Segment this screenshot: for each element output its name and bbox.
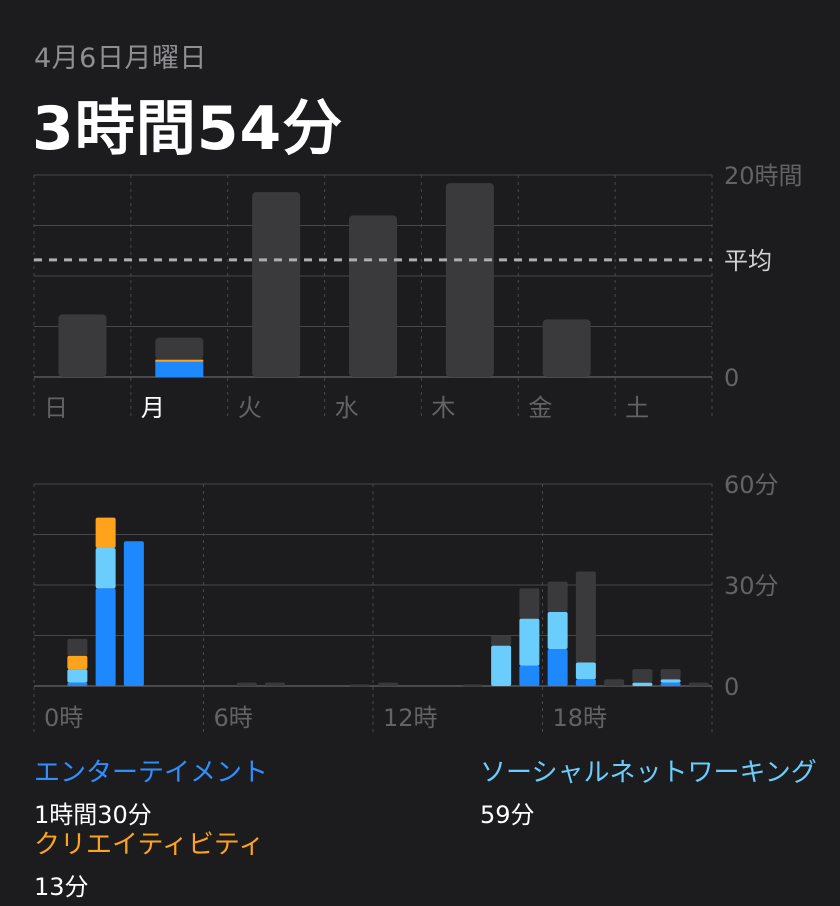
weekly-bar-segment-creativity: [155, 359, 204, 362]
hourly-bar-segment-social: [575, 662, 596, 680]
date-label: 4月6日月曜日: [34, 43, 207, 74]
hourly-bar-segment-social: [547, 611, 568, 649]
weekly-bar: [349, 215, 397, 377]
hourly-bar-segment-other: [349, 684, 370, 687]
weekly-bar: [542, 319, 591, 377]
hourly-bar-segment-other: [604, 679, 625, 686]
legend-creativity-label: クリエイティビティ: [34, 830, 265, 860]
legend-entertainment[interactable]: エンターテイメント 1時間30分: [34, 752, 268, 830]
legend-creativity[interactable]: クリエイティビティ 13分: [34, 824, 264, 902]
hourly-bar-segment-other: [378, 682, 399, 686]
hourly-bar-segment-entertainment: [95, 588, 116, 686]
legend-creativity-value: 13分: [34, 873, 89, 901]
weekly-bar-segment-entertainment: [155, 361, 204, 377]
hourly-bar-segment-entertainment: [547, 648, 568, 686]
hourly-bar-segment-other: [265, 682, 286, 686]
hourly-bar-segment-entertainment: [575, 679, 596, 686]
hourly-y-tick-label: 0: [724, 673, 739, 701]
hourly-x-tick-label: 0時: [44, 704, 83, 732]
hourly-bar-segment-social: [660, 679, 681, 683]
hourly-bar-segment-social: [519, 618, 540, 666]
hourly-bar-segment-other: [236, 682, 257, 686]
hourly-x-tick-label: 18時: [553, 704, 608, 732]
hourly-bar-segment-other: [660, 669, 681, 680]
hourly-bar-segment-other: [688, 682, 709, 686]
hourly-bar-segment-other: [547, 581, 568, 612]
weekly-bar: [58, 314, 107, 377]
weekly-bar: [252, 192, 301, 377]
legend-social-value: 59分: [480, 801, 535, 829]
weekly-day-label: 金: [528, 394, 552, 422]
hourly-bar-segment-social: [67, 669, 88, 683]
weekly-y-tick-label: 0: [724, 364, 739, 392]
weekly-day-label: 木: [431, 394, 455, 422]
weekly-y-tick-label: 20時間: [724, 162, 803, 190]
hourly-bar-segment-entertainment: [519, 665, 540, 686]
hourly-bar-segment-other: [67, 638, 88, 656]
hourly-bar-segment-other: [462, 684, 483, 687]
hourly-bar-segment-creativity: [67, 655, 88, 670]
weekly-usage-chart[interactable]: 日 月 火 水 木 金 土 平均 20時間 0: [0, 0, 840, 430]
hourly-bar-segment-entertainment: [67, 682, 88, 686]
legend-social[interactable]: ソーシャルネットワーキング 59分: [480, 752, 817, 830]
hourly-y-tick-label: 30分: [724, 572, 779, 600]
weekly-bar-segment-other: [155, 337, 204, 360]
weekly-day-label: 土: [625, 394, 649, 422]
hourly-usage-chart[interactable]: 60分 30分 0 0時 6時 12時 18時: [0, 0, 840, 740]
weekly-day-label: 火: [238, 394, 262, 422]
hourly-x-tick-label: 12時: [383, 704, 438, 732]
legend-entertainment-label: エンターテイメント: [34, 758, 269, 788]
weekly-bar: [445, 183, 494, 377]
hourly-bar-segment-entertainment: [660, 682, 681, 686]
hourly-bar-segment-creativity: [95, 517, 116, 548]
hourly-y-tick-label: 60分: [724, 471, 779, 499]
legend-social-label: ソーシャルネットワーキング: [480, 758, 817, 788]
hourly-bar-segment-social: [491, 645, 512, 686]
hourly-bar-segment-other: [575, 571, 596, 663]
hourly-bar-segment-entertainment: [123, 541, 144, 686]
weekly-day-label: 月: [141, 394, 165, 422]
hourly-bar-segment-social: [95, 547, 116, 589]
weekly-day-label: 日: [44, 394, 68, 422]
hourly-bar-segment-other: [519, 588, 540, 619]
hourly-x-tick-label: 6時: [214, 704, 253, 732]
weekly-day-label: 水: [335, 394, 359, 422]
hourly-bar-segment-other: [491, 635, 512, 646]
weekly-average-label: 平均: [724, 247, 772, 275]
total-screen-time: 3時間54分: [32, 94, 344, 164]
hourly-bar-segment-social: [632, 682, 653, 686]
hourly-bar-segment-other: [632, 669, 653, 683]
legend-entertainment-value: 1時間30分: [34, 801, 152, 829]
